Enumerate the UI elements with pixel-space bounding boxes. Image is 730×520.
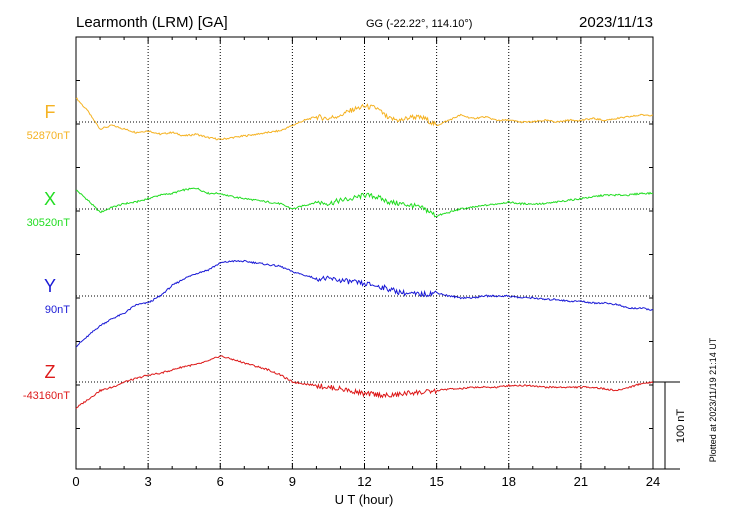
series-name-y: Y [44,276,56,296]
ticks [75,37,654,469]
series-line-y [75,259,654,348]
series-line-f [75,97,654,141]
x-tick-label: 21 [574,474,588,489]
series-line-z [75,355,654,409]
x-tick-label: 3 [145,474,152,489]
plotted-at-note: Plotted at 2023/11/19 21:14 UT [708,337,718,462]
scale-bar: 100 nT [653,381,687,470]
series-baseline-value-z: -43160nT [23,390,70,402]
x-tick-label: 12 [357,474,371,489]
x-tick-label: 18 [502,474,516,489]
series-name-z: Z [45,362,56,382]
series-name-x: X [44,189,56,209]
x-tick-label: 0 [72,474,79,489]
x-axis-label: U T (hour) [335,492,394,507]
series-baseline-value-f: 52870nT [27,130,71,142]
x-tick-label: 6 [217,474,224,489]
chart-date: 2023/11/13 [579,14,653,31]
chart-coords: GG (-22.22°, 114.10°) [366,18,472,30]
scale-bar-label: 100 nT [675,409,687,444]
series-name-f: F [45,102,56,122]
x-tick-label: 24 [646,474,660,489]
series-baseline-value-y: 90nT [45,304,70,316]
series-line-x [75,187,653,218]
chart-title-station: Learmonth (LRM) [GA] [76,14,228,31]
x-tick-label: 9 [289,474,296,489]
grid [147,37,582,469]
series-baseline-value-x: 30520nT [27,217,71,229]
x-tick-label: 15 [429,474,443,489]
labels-group: F 52870nT X 30520nT Y 90nT Z -43160nT [23,102,70,402]
series-group [75,97,654,409]
x-tick-labels: 0 3 6 9 12 15 18 21 24 [72,474,660,489]
